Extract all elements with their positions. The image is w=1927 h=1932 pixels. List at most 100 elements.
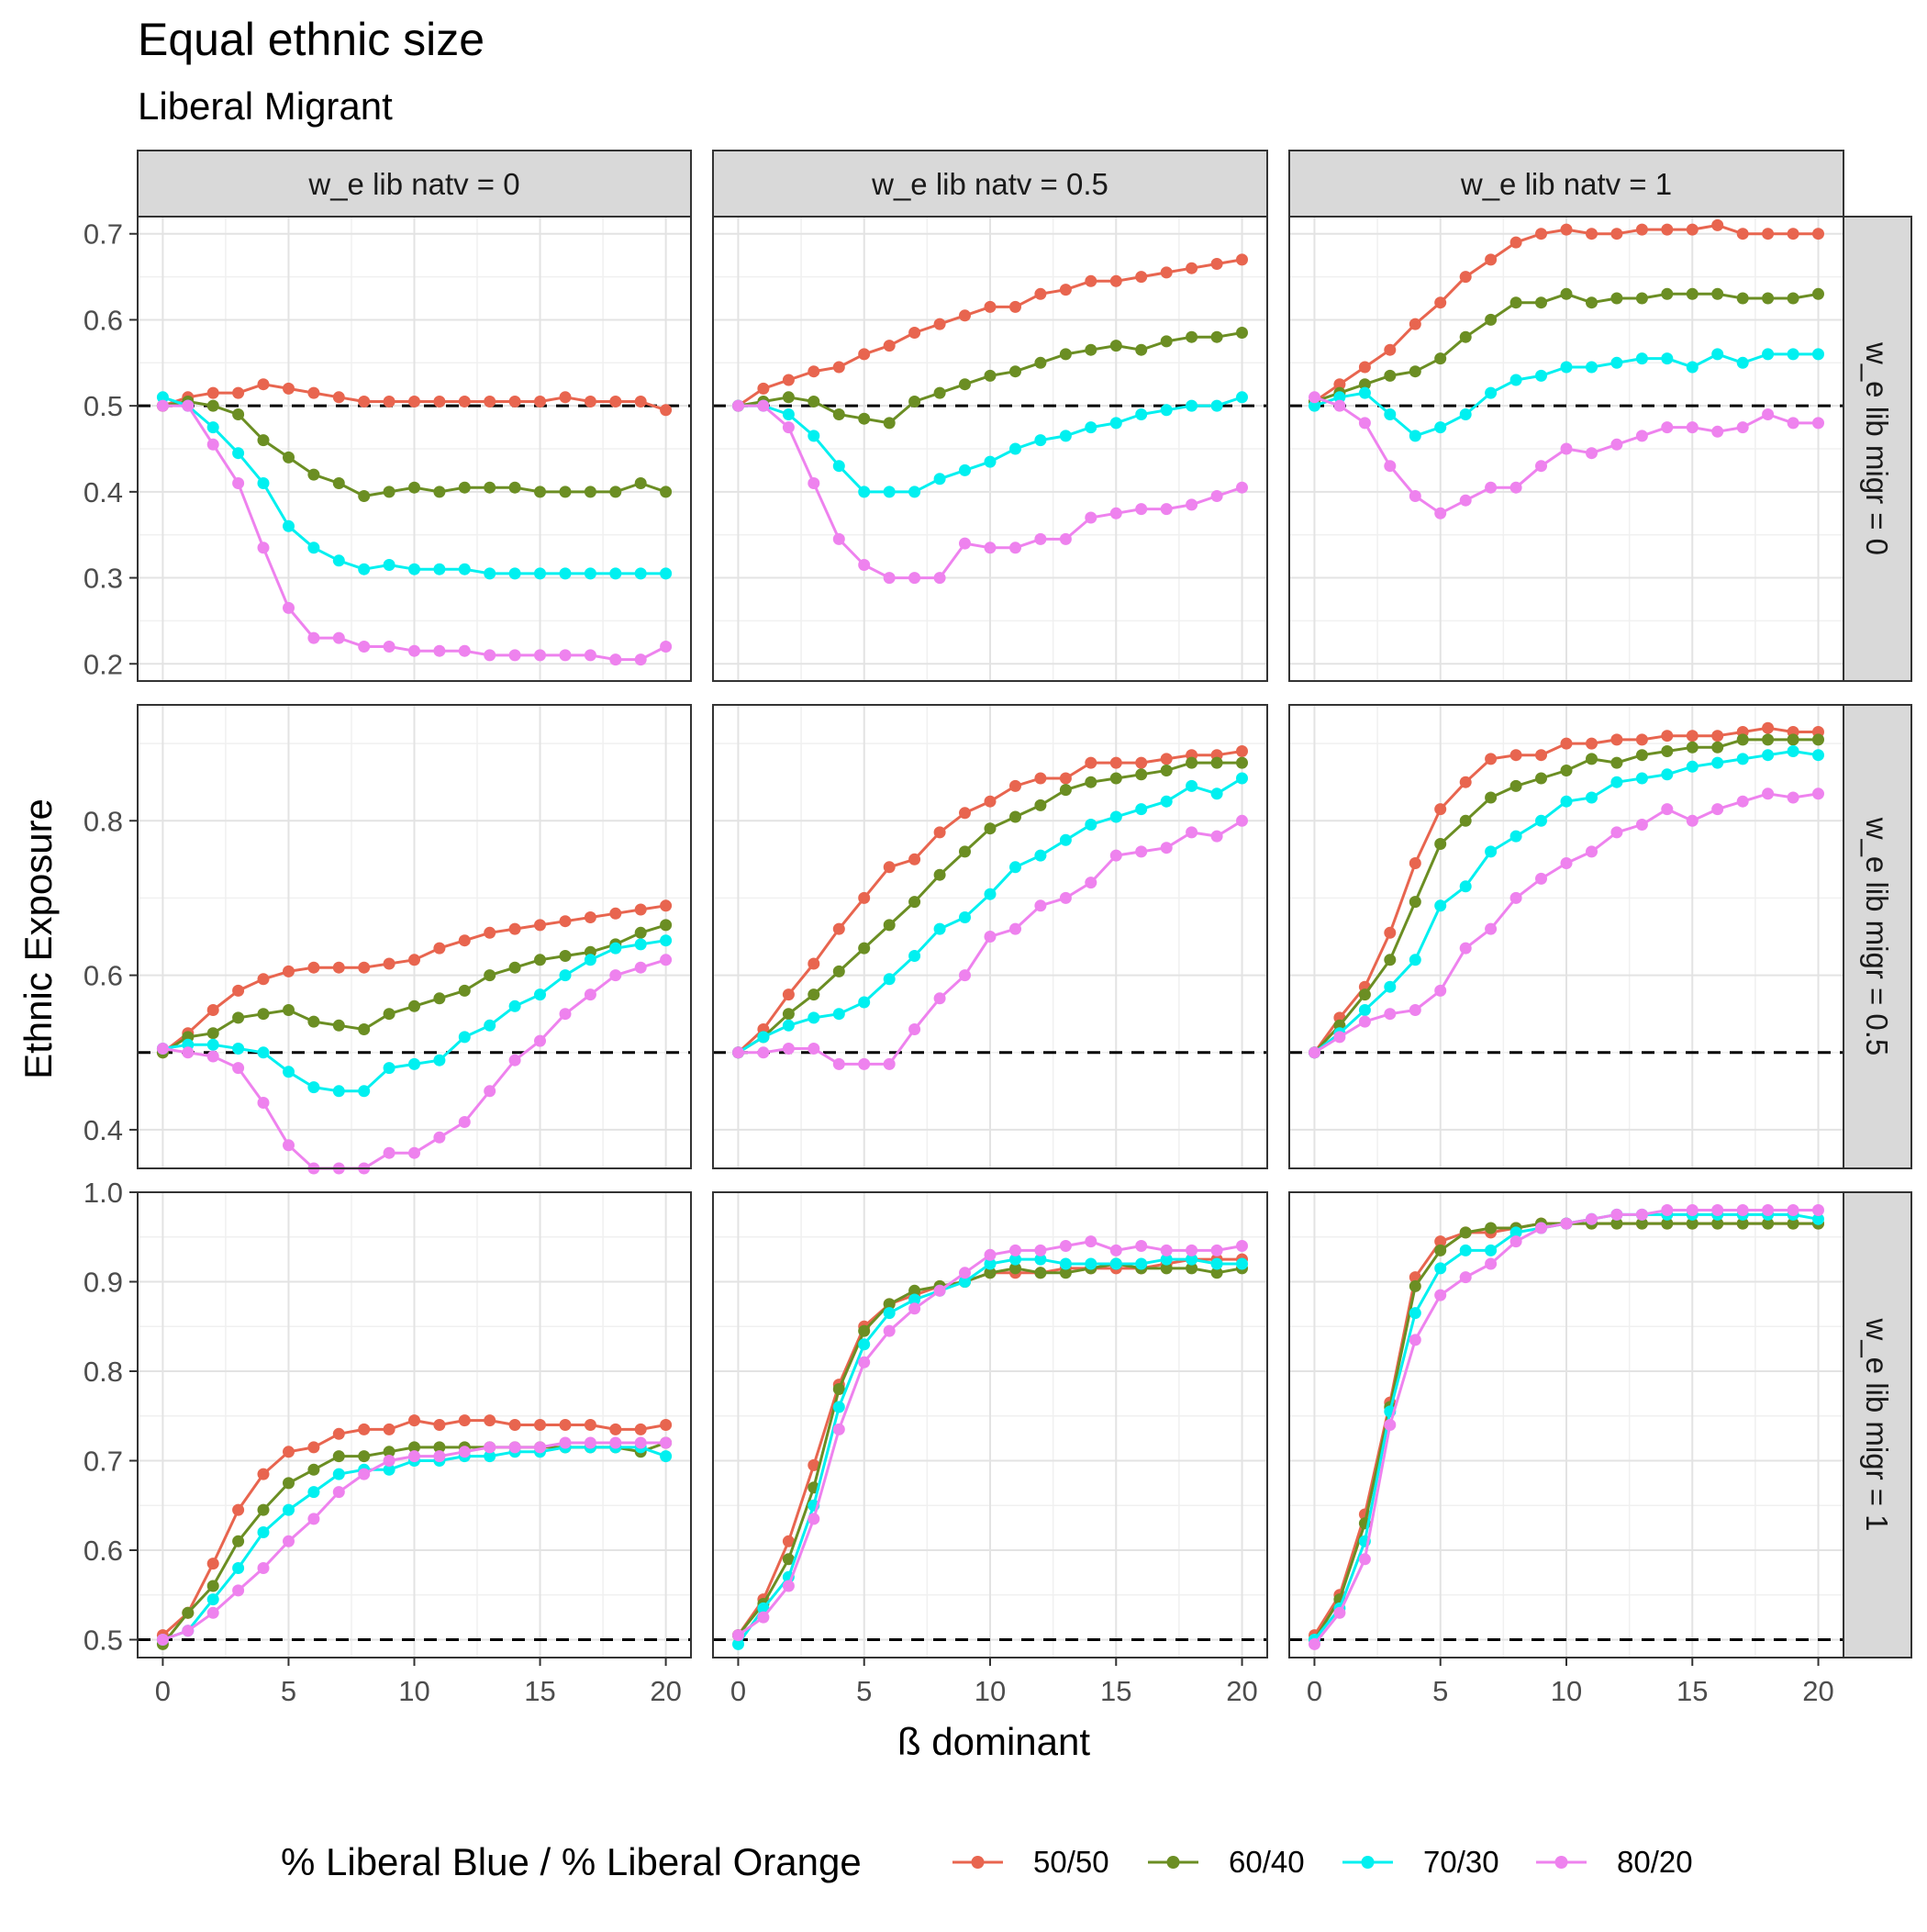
data-point-70-30 — [883, 1307, 896, 1320]
data-point-80-20 — [908, 572, 921, 585]
data-point-70-30 — [433, 563, 446, 575]
data-point-80-20 — [408, 1146, 420, 1159]
data-point-80-20 — [1236, 814, 1248, 827]
data-point-70-30 — [307, 542, 320, 554]
data-point-70-30 — [383, 1062, 395, 1075]
data-point-60-40 — [1186, 330, 1198, 343]
data-point-80-20 — [808, 477, 820, 489]
data-point-80-20 — [182, 399, 195, 412]
data-point-70-30 — [1635, 772, 1648, 785]
data-point-70-30 — [1787, 745, 1799, 757]
row-strip-0 — [1843, 216, 1912, 682]
data-point-50-50 — [1059, 284, 1072, 296]
data-point-80-20 — [1059, 532, 1072, 545]
data-point-60-40 — [1736, 1217, 1749, 1230]
data-point-60-40 — [257, 1503, 270, 1516]
data-point-50-50 — [1509, 749, 1522, 762]
data-point-70-30 — [782, 408, 795, 420]
data-point-50-50 — [206, 1004, 219, 1016]
data-point-80-20 — [1236, 1240, 1248, 1252]
data-point-50-50 — [1160, 753, 1173, 765]
data-point-50-50 — [332, 961, 345, 974]
data-point-80-20 — [1135, 503, 1148, 516]
data-point-70-30 — [332, 554, 345, 567]
data-point-50-50 — [1509, 236, 1522, 249]
data-point-60-40 — [1409, 365, 1421, 378]
data-point-70-30 — [1186, 399, 1198, 412]
legend-entries: 50/50 60/40 70/30 80/20 — [952, 1845, 1693, 1879]
panel-r0-c0 — [137, 216, 692, 682]
data-point-60-40 — [1635, 1217, 1648, 1230]
data-point-70-30 — [1635, 352, 1648, 365]
data-point-60-40 — [358, 1023, 371, 1035]
data-point-80-20 — [782, 421, 795, 434]
data-point-60-40 — [332, 1450, 345, 1463]
data-point-70-30 — [1186, 779, 1198, 792]
data-point-80-20 — [508, 649, 521, 662]
data-point-70-30 — [1085, 819, 1097, 831]
x-tick-label-c1-3: 15 — [1100, 1675, 1131, 1707]
data-point-70-30 — [1434, 1262, 1447, 1275]
data-point-80-20 — [408, 1450, 420, 1463]
data-point-60-40 — [206, 399, 219, 412]
data-point-80-20 — [1787, 1204, 1799, 1216]
data-point-60-40 — [782, 391, 795, 404]
x-tick-label-c1-0: 0 — [730, 1675, 746, 1707]
data-point-60-40 — [1610, 292, 1623, 305]
data-point-80-20 — [1686, 421, 1699, 434]
data-point-80-20 — [433, 1450, 446, 1463]
data-point-60-40 — [1661, 287, 1674, 300]
data-point-70-30 — [1434, 899, 1447, 912]
data-point-70-30 — [232, 1043, 245, 1055]
data-point-50-50 — [1384, 926, 1397, 939]
data-point-80-20 — [732, 1629, 744, 1642]
panel-border — [1288, 704, 1844, 1169]
data-point-80-20 — [782, 1043, 795, 1055]
data-point-50-50 — [559, 915, 572, 928]
data-point-70-30 — [1309, 399, 1320, 412]
data-point-80-20 — [1736, 1204, 1749, 1216]
data-point-80-20 — [1610, 1208, 1623, 1221]
data-point-60-40 — [508, 961, 521, 974]
data-point-70-30 — [1535, 369, 1547, 382]
data-point-50-50 — [1059, 772, 1072, 785]
data-point-50-50 — [283, 1446, 295, 1458]
data-point-60-40 — [1535, 772, 1547, 785]
data-point-70-30 — [1059, 430, 1072, 442]
x-tick-label-c1-1: 5 — [856, 1675, 872, 1707]
panel-border — [712, 216, 1268, 682]
data-point-60-40 — [1509, 296, 1522, 309]
data-point-60-40 — [206, 1580, 219, 1592]
data-point-50-50 — [484, 396, 496, 408]
data-point-60-40 — [1236, 327, 1248, 339]
data-point-50-50 — [1085, 274, 1097, 287]
data-point-60-40 — [1135, 343, 1148, 356]
data-point-70-30 — [1434, 421, 1447, 434]
data-point-50-50 — [257, 378, 270, 391]
data-point-50-50 — [1358, 361, 1371, 374]
data-point-80-20 — [1384, 460, 1397, 473]
data-point-70-30 — [1711, 756, 1724, 769]
data-point-70-30 — [1787, 348, 1799, 361]
y-tick-label-r2-0: 0.5 — [84, 1625, 123, 1657]
data-point-80-20 — [732, 399, 744, 412]
data-point-50-50 — [908, 327, 921, 339]
data-point-60-40 — [908, 1284, 921, 1297]
data-point-60-40 — [1186, 756, 1198, 769]
data-point-50-50 — [634, 903, 647, 916]
x-tick-label-c2-4: 20 — [1802, 1675, 1833, 1707]
data-point-50-50 — [408, 396, 420, 408]
data-point-70-30 — [1509, 830, 1522, 843]
data-point-60-40 — [1762, 1217, 1775, 1230]
data-point-50-50 — [1135, 271, 1148, 284]
data-point-60-40 — [660, 919, 673, 932]
data-point-50-50 — [1535, 749, 1547, 762]
data-point-70-30 — [1736, 356, 1749, 369]
data-point-70-30 — [383, 1463, 395, 1476]
data-point-70-30 — [1509, 1226, 1522, 1239]
data-point-80-20 — [383, 1146, 395, 1159]
data-point-50-50 — [1085, 756, 1097, 769]
data-point-50-50 — [782, 988, 795, 1001]
data-point-80-20 — [609, 969, 622, 982]
data-point-70-30 — [1384, 408, 1397, 420]
